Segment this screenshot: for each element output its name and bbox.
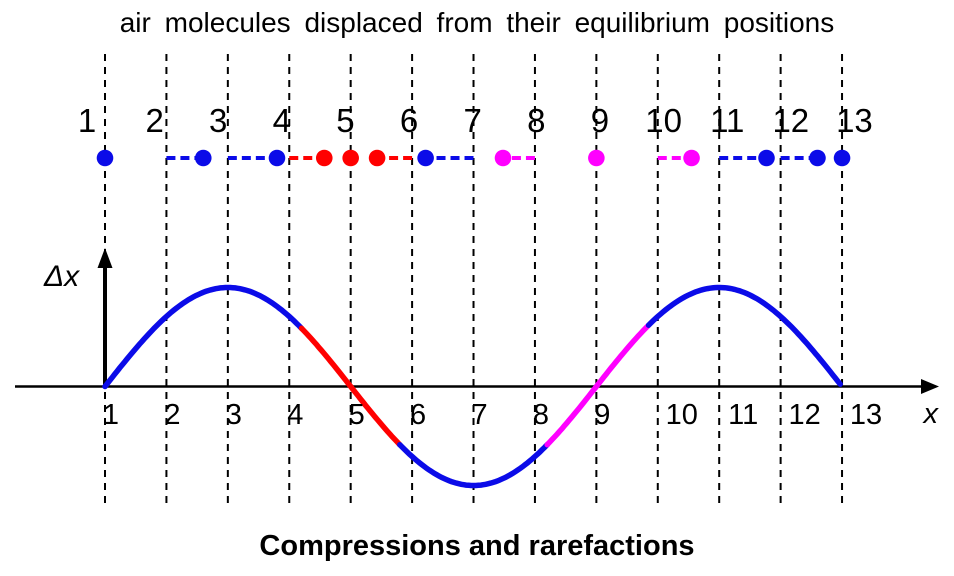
top-tick-6: 6 bbox=[400, 102, 418, 139]
top-tick-13: 13 bbox=[836, 102, 873, 139]
top-tick-7: 7 bbox=[464, 102, 482, 139]
top-tick-10: 10 bbox=[645, 102, 682, 139]
x-tick-1: 1 bbox=[103, 399, 119, 431]
top-tick-11: 11 bbox=[710, 102, 744, 139]
molecule-dot-8 bbox=[494, 149, 512, 167]
figure-title: air molecules displaced from their equil… bbox=[119, 7, 835, 38]
molecule-dot-6 bbox=[368, 149, 386, 167]
top-tick-9: 9 bbox=[591, 102, 609, 139]
wave-segment-1-blue bbox=[102, 284, 305, 390]
x-tick-3: 3 bbox=[226, 399, 242, 431]
wave-segment-3-blue bbox=[397, 441, 550, 489]
molecule-dot-12 bbox=[809, 149, 826, 167]
y-axis-label: Δx bbox=[43, 260, 80, 293]
x-tick-8: 8 bbox=[533, 399, 549, 431]
top-tick-5: 5 bbox=[336, 102, 354, 139]
wave-segment-2-red bbox=[298, 325, 403, 448]
x-tick-11: 11 bbox=[728, 399, 758, 431]
wave-segment-4-magenta bbox=[544, 323, 651, 448]
x-tick-7: 7 bbox=[471, 399, 487, 431]
molecule-dot-3 bbox=[268, 149, 286, 167]
x-axis-label: x bbox=[922, 398, 940, 430]
x-tick-4: 4 bbox=[287, 399, 303, 431]
molecule-dot-5 bbox=[342, 149, 359, 167]
molecule-dot-10 bbox=[683, 149, 700, 167]
top-tick-12: 12 bbox=[772, 102, 809, 139]
molecule-dot-4 bbox=[315, 149, 333, 167]
x-tick-6: 6 bbox=[410, 399, 426, 431]
top-tick-4: 4 bbox=[273, 102, 291, 139]
x-tick-5: 5 bbox=[349, 399, 365, 431]
x-tick-9: 9 bbox=[594, 399, 610, 431]
molecule-dot-1 bbox=[96, 149, 114, 167]
x-tick-12: 12 bbox=[788, 399, 820, 431]
top-tick-8: 8 bbox=[527, 102, 545, 139]
x-tick-13: 13 bbox=[850, 399, 882, 431]
molecule-dot-9 bbox=[588, 149, 605, 167]
x-axis-arrow-icon bbox=[921, 379, 939, 394]
figure-caption: Compressions and rarefactions bbox=[259, 530, 695, 562]
molecule-dot-11 bbox=[758, 149, 775, 167]
top-tick-3: 3 bbox=[209, 102, 227, 139]
x-tick-10: 10 bbox=[666, 399, 698, 431]
y-axis-arrow-icon bbox=[97, 248, 113, 268]
x-tick-2: 2 bbox=[164, 399, 180, 431]
top-tick-2: 2 bbox=[145, 102, 163, 139]
molecule-dot-13 bbox=[833, 149, 851, 167]
top-tick-1: 1 bbox=[78, 102, 96, 139]
molecule-dot-7 bbox=[417, 149, 434, 167]
wave-segment-5-blue bbox=[645, 284, 843, 387]
molecule-dot-2 bbox=[194, 149, 212, 167]
